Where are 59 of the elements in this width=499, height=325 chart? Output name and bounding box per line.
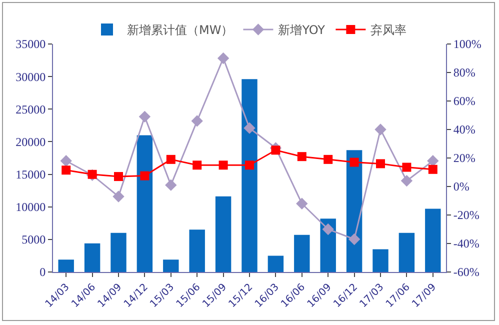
legend-label: 弃风率 xyxy=(370,23,407,38)
y2-tick-label: 40% xyxy=(453,122,476,137)
bar xyxy=(242,79,258,272)
point xyxy=(376,159,385,168)
bar xyxy=(294,234,310,272)
y-tick-label: 25000 xyxy=(16,102,46,116)
bar xyxy=(425,208,441,272)
y2-tick-label: -40% xyxy=(453,236,480,251)
point xyxy=(400,174,413,187)
y-tick-label: 0 xyxy=(40,265,46,280)
point xyxy=(296,198,308,210)
point xyxy=(374,124,386,136)
point xyxy=(324,154,333,164)
y-tick-label: 10000 xyxy=(16,200,46,214)
point xyxy=(245,160,254,170)
bar xyxy=(58,260,74,272)
bar xyxy=(215,196,232,272)
bar xyxy=(136,135,153,272)
point xyxy=(166,154,176,164)
bar xyxy=(189,230,205,272)
point xyxy=(112,190,124,202)
point xyxy=(271,146,280,155)
point xyxy=(60,155,72,167)
bar xyxy=(268,256,284,272)
bar xyxy=(372,249,388,272)
bar xyxy=(398,232,415,272)
y-tick-label: 20000 xyxy=(16,134,46,149)
point xyxy=(322,223,334,236)
y-tick-label: 5000 xyxy=(22,232,46,247)
point xyxy=(62,166,71,175)
bar xyxy=(84,243,100,272)
y-tick-label: 35000 xyxy=(16,37,46,52)
point xyxy=(428,164,438,174)
point xyxy=(217,52,230,64)
point xyxy=(165,179,177,191)
y2-tick-label: 0% xyxy=(453,180,470,194)
bar xyxy=(110,232,126,272)
y2-tick-label: 20% xyxy=(453,151,476,166)
point xyxy=(192,160,202,170)
y2-tick-label: 100% xyxy=(453,37,482,52)
point xyxy=(140,171,150,180)
y2-tick-label: 60% xyxy=(453,94,476,108)
point xyxy=(297,152,306,162)
legend-label: 新增YOY xyxy=(278,23,326,38)
y-tick-label: 30000 xyxy=(16,70,46,84)
y-tick-label: 15000 xyxy=(16,167,46,182)
point xyxy=(114,172,123,182)
point xyxy=(218,160,228,170)
point xyxy=(350,158,359,167)
y2-tick-label: -60% xyxy=(453,265,480,280)
y2-tick-label: -20% xyxy=(453,208,480,222)
point xyxy=(244,122,256,134)
y2-tick-label: 80% xyxy=(453,66,476,80)
point xyxy=(402,162,412,172)
point xyxy=(348,233,360,246)
point xyxy=(138,110,151,123)
point xyxy=(191,115,203,127)
legend-label: 新增累计值（MW） xyxy=(127,23,234,38)
bar xyxy=(163,260,179,272)
